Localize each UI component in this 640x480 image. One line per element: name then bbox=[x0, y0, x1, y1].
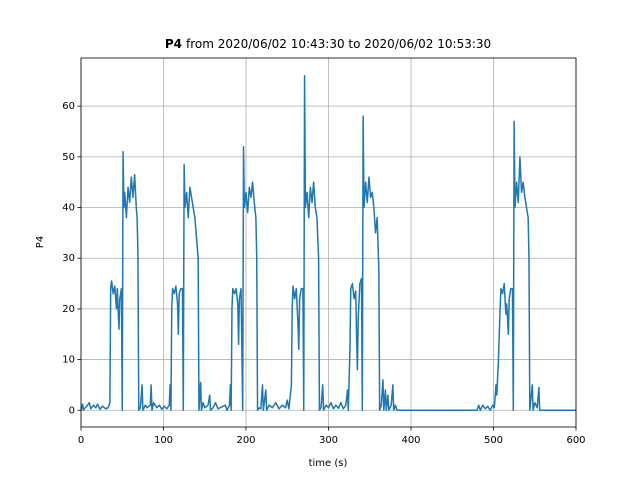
y-axis-label: P4 bbox=[35, 236, 46, 248]
y-tick-label: 60 bbox=[62, 101, 75, 112]
y-tick-label: 50 bbox=[62, 152, 75, 163]
x-axis-label: time (s) bbox=[309, 458, 348, 469]
x-tick-label: 0 bbox=[78, 435, 84, 446]
title-rest: from 2020/06/02 10:43:30 to 2020/06/02 1… bbox=[186, 37, 491, 51]
y-tick-label: 10 bbox=[62, 355, 75, 366]
x-tick-label: 500 bbox=[484, 435, 503, 446]
plot-frame bbox=[80, 57, 577, 428]
x-tick-label: 200 bbox=[236, 435, 255, 446]
chart-title: P4 from 2020/06/02 10:43:30 to 2020/06/02… bbox=[165, 37, 491, 51]
title-bold: P4 bbox=[165, 37, 182, 51]
x-tick-label: 100 bbox=[154, 435, 173, 446]
x-tick-label: 600 bbox=[566, 435, 585, 446]
x-tick-label: 300 bbox=[319, 435, 338, 446]
x-tick-label: 400 bbox=[401, 435, 420, 446]
y-tick-label: 30 bbox=[62, 253, 75, 264]
data-line bbox=[80, 74, 576, 412]
y-tick-label: 0 bbox=[69, 405, 75, 416]
y-tick-label: 20 bbox=[62, 304, 75, 315]
y-tick-label: 40 bbox=[62, 203, 75, 214]
